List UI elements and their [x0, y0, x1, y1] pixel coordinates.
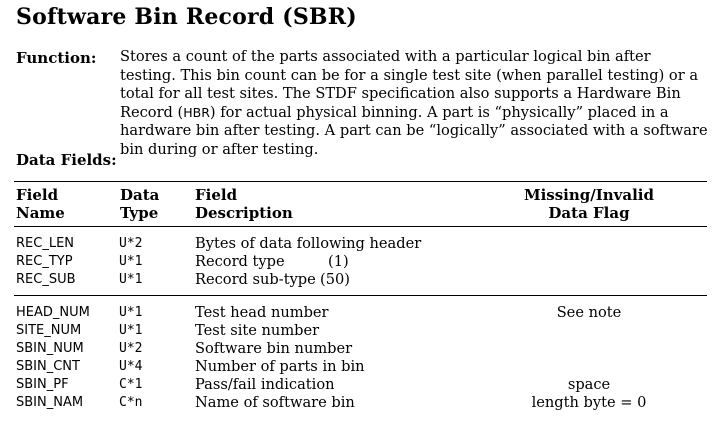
field-name: SBIN_PF	[16, 377, 69, 392]
table-row: SBIN_CNT U*4 Number of parts in bin	[0, 358, 716, 377]
header-data-type-line2: Type	[120, 204, 159, 222]
field-description-text: Record type	[195, 253, 285, 270]
field-description: Pass/fail indication	[195, 376, 335, 393]
field-description: Record sub-type (50)	[195, 271, 350, 288]
data-type: C*n	[119, 395, 143, 410]
field-description: Test site number	[195, 322, 320, 339]
data-type: C*1	[119, 377, 143, 392]
header-missing-flag-line1: Missing/Invalid	[523, 186, 654, 204]
missing-flag: space	[567, 376, 611, 393]
field-value: (1)	[328, 253, 349, 270]
header-missing-flag: Missing/Invalid Data Flag	[509, 186, 669, 222]
data-type: U*1	[119, 254, 143, 269]
header-field-name: Field Name	[16, 186, 65, 222]
header-field-name-line2: Name	[16, 204, 65, 222]
missing-flag: length byte = 0	[531, 394, 647, 411]
data-type: U*4	[119, 359, 143, 374]
field-description: Bytes of data following header	[195, 235, 422, 252]
table-top-rule	[14, 181, 707, 182]
header-bottom-rule	[14, 226, 707, 227]
data-type: U*2	[119, 341, 143, 356]
page-title: Software Bin Record (SBR)	[16, 4, 357, 30]
table-row: HEAD_NUM U*1 Test head number See note	[0, 304, 716, 323]
header-field-description-line1: Field	[195, 186, 238, 204]
field-name: SBIN_NUM	[16, 341, 84, 356]
data-type: U*1	[119, 305, 143, 320]
section-divider-rule	[14, 295, 707, 296]
field-description: Number of parts in bin	[195, 358, 365, 375]
table-row: REC_LEN U*2 Bytes of data following head…	[0, 235, 716, 254]
header-field-description-line2: Description	[195, 204, 293, 222]
field-name: REC_LEN	[16, 236, 75, 251]
table-row: SBIN_PF C*1 Pass/fail indication space	[0, 376, 716, 395]
header-data-type-line1: Data	[120, 186, 160, 204]
header-field-description: Field Description	[195, 186, 293, 222]
data-type: U*1	[119, 272, 143, 287]
field-name: SBIN_CNT	[16, 359, 80, 374]
table-row: REC_TYP U*1 Record type (1)	[0, 253, 716, 272]
field-description: Record type (1)	[195, 253, 349, 270]
field-value: (50)	[320, 271, 350, 288]
field-name: REC_TYP	[16, 254, 73, 269]
data-type: U*1	[119, 323, 143, 338]
function-text-part-2: ) for actual physical binning. A part is…	[120, 103, 708, 158]
field-name: HEAD_NUM	[16, 305, 90, 320]
function-description: Stores a count of the parts associated w…	[120, 48, 710, 159]
field-name: SITE_NUM	[16, 323, 82, 338]
field-name: REC_SUB	[16, 272, 76, 287]
function-hbr-abbr: HBR	[183, 104, 210, 120]
function-text-part-1: Stores a count of the parts associated w…	[120, 48, 699, 121]
missing-flag: See note	[556, 304, 622, 321]
table-row: SBIN_NUM U*2 Software bin number	[0, 340, 716, 359]
field-description: Name of software bin	[195, 394, 355, 411]
field-description: Test head number	[195, 304, 329, 321]
field-description: Software bin number	[195, 340, 353, 357]
table-row: SBIN_NAM C*n Name of software bin length…	[0, 394, 716, 413]
function-label: Function:	[16, 49, 97, 67]
data-fields-label: Data Fields:	[16, 151, 117, 169]
header-missing-flag-line2: Data Flag	[548, 204, 630, 222]
table-row: REC_SUB U*1 Record sub-type (50)	[0, 271, 716, 290]
field-name: SBIN_NAM	[16, 395, 84, 410]
data-type: U*2	[119, 236, 143, 251]
header-data-type: Data Type	[120, 186, 159, 222]
header-field-name-line1: Field	[16, 186, 59, 204]
field-description-text: Record sub-type	[195, 271, 316, 288]
table-row: SITE_NUM U*1 Test site number	[0, 322, 716, 341]
